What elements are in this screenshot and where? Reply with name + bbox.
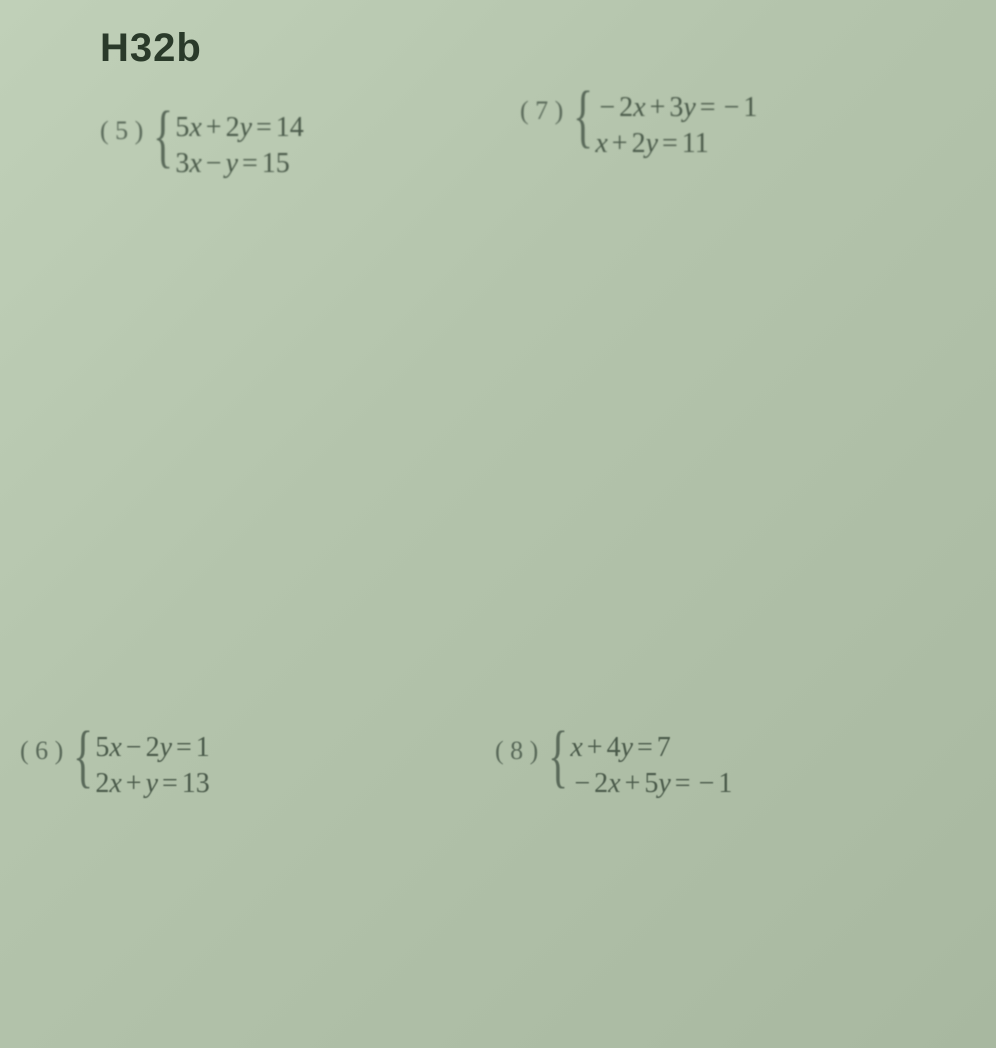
problem-6: ( 6 ) { 5x−2y=1 2x+y=13 <box>20 730 210 802</box>
problem-label: ( 6 ) <box>20 730 63 766</box>
equation-row: 5x+2y=14 <box>175 110 303 146</box>
equation-row: −2x+3y=−1 <box>595 90 757 126</box>
equation-system: { −2x+3y=−1 x+2y=11 <box>573 90 757 162</box>
worksheet-title: H32b <box>100 26 202 71</box>
problem-7: ( 7 ) { −2x+3y=−1 x+2y=11 <box>520 90 757 162</box>
equation-row: x+2y=11 <box>595 126 757 162</box>
equation-row: 3x−y=15 <box>175 146 303 182</box>
left-brace-icon: { <box>573 82 593 152</box>
left-brace-icon: { <box>73 722 93 792</box>
problem-label: ( 5 ) <box>100 110 143 146</box>
equation-system: { 5x+2y=14 3x−y=15 <box>153 110 303 182</box>
equation-system: { x+4y=7 −2x+5y=−1 <box>548 730 732 802</box>
problem-5: ( 5 ) { 5x+2y=14 3x−y=15 <box>100 110 304 182</box>
problem-label: ( 8 ) <box>495 730 538 766</box>
problem-label: ( 7 ) <box>520 90 563 126</box>
equation-row: x+4y=7 <box>570 730 732 766</box>
left-brace-icon: { <box>548 722 568 792</box>
equation-system: { 5x−2y=1 2x+y=13 <box>73 730 209 802</box>
left-brace-icon: { <box>153 102 173 172</box>
worksheet-page: { "title": "H32b", "layout": { "title": … <box>0 0 996 1048</box>
equation-row: 2x+y=13 <box>95 766 209 802</box>
equation-row: 5x−2y=1 <box>95 730 209 766</box>
problem-8: ( 8 ) { x+4y=7 −2x+5y=−1 <box>495 730 732 802</box>
equation-row: −2x+5y=−1 <box>570 766 732 802</box>
